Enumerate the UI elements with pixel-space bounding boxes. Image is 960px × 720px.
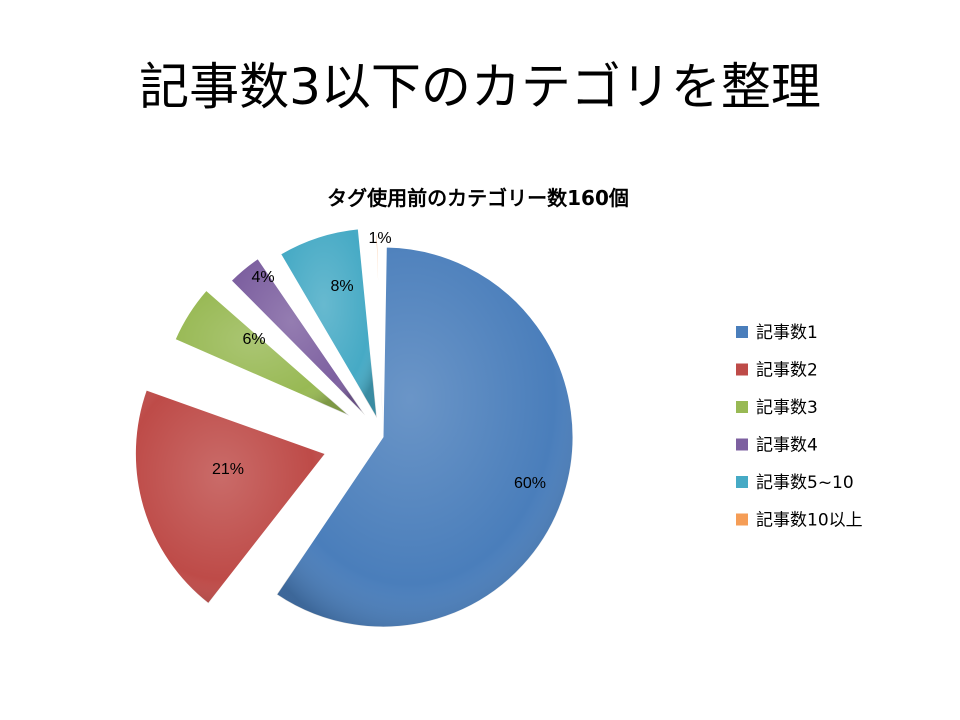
data-labels: 60% 21% 6% 4% 8% 1% — [212, 230, 546, 492]
data-label-5-10: 8% — [330, 278, 353, 295]
legend-swatch-2 — [736, 363, 748, 376]
slide-title: 記事数3以下のカテゴリを整理 — [139, 58, 821, 116]
data-label-10: 1% — [368, 230, 391, 247]
legend-label-1: 記事数1 — [756, 323, 818, 343]
pie-slices — [134, 228, 574, 628]
legend-swatch-3 — [736, 401, 748, 413]
data-label-2: 21% — [212, 461, 244, 478]
legend-swatch-4 — [736, 438, 748, 451]
legend-swatch-1 — [736, 326, 748, 338]
legend-label-5-10: 記事数5~10 — [756, 473, 854, 493]
legend-swatch-5-10 — [736, 476, 748, 488]
pie-slice-shading — [276, 247, 573, 627]
data-label-3: 6% — [242, 331, 265, 348]
pie-slice-shading — [135, 390, 326, 604]
legend-swatch-10 — [736, 513, 748, 526]
pie-slice-shading — [231, 258, 366, 416]
pie-slice-shading — [175, 290, 350, 416]
data-label-4: 4% — [251, 269, 274, 286]
legend-label-10: 記事数10以上 — [756, 511, 863, 531]
legend: 記事数1 記事数2 記事数3 記事数4 記事数5~10 記事数10以上 — [736, 323, 863, 531]
chart-title: タグ使用前のカテゴリー数160個 — [327, 186, 629, 210]
legend-label-2: 記事数2 — [756, 361, 818, 381]
legend-label-3: 記事数3 — [756, 398, 818, 418]
data-label-1: 60% — [514, 475, 546, 492]
legend-label-4: 記事数4 — [756, 436, 818, 456]
pie-slice-shading — [280, 228, 377, 418]
pie-slice-shading — [375, 235, 383, 426]
